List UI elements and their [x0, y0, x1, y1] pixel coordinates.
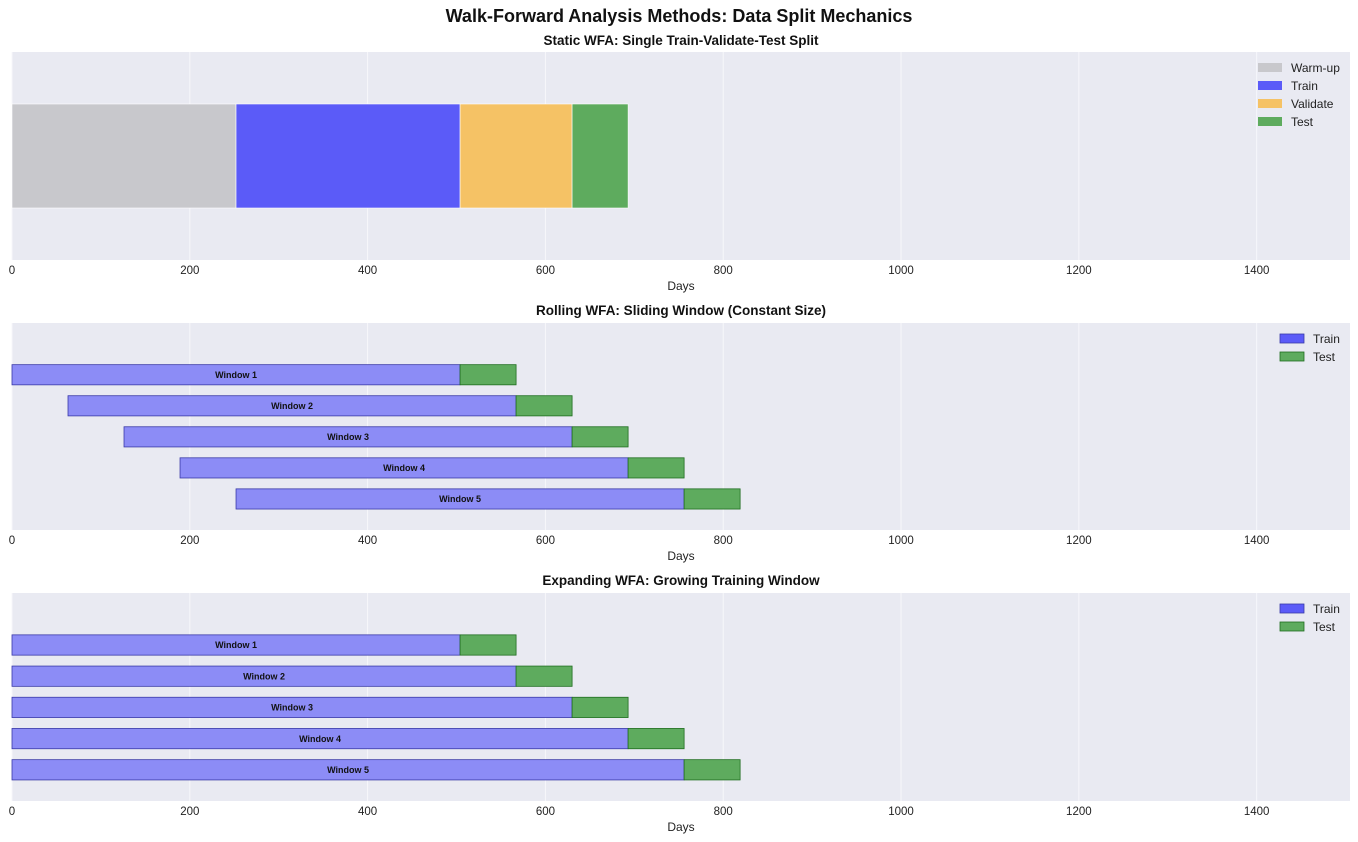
window-label: Window 1	[215, 640, 257, 650]
legend: Train Test	[1279, 602, 1340, 634]
window-label: Window 2	[243, 671, 285, 681]
x-tick-label: 1200	[1066, 265, 1092, 277]
legend-label: Train	[1313, 602, 1340, 616]
legend-label: Train	[1291, 79, 1318, 93]
test-bar-3	[571, 426, 629, 448]
window-label: Window 1	[215, 370, 257, 380]
x-tick-label: 1200	[1066, 806, 1092, 818]
legend-swatch-test	[1279, 621, 1305, 632]
x-axis-label: Days	[667, 549, 694, 563]
window-label: Window 4	[383, 463, 425, 473]
x-tick-label: 400	[358, 265, 377, 277]
panel-3: Expanding WFA: Growing Training Window Wi…	[9, 573, 1350, 834]
legend-swatch-train	[1279, 333, 1305, 344]
x-tick-label: 1000	[888, 535, 914, 547]
x-tick-label: 600	[536, 535, 555, 547]
segment-train	[235, 103, 461, 209]
test-bar-2	[515, 665, 573, 687]
x-tick-label: 1400	[1244, 265, 1270, 277]
x-tick-label: 200	[180, 535, 199, 547]
test-bar-1	[459, 364, 517, 386]
x-axis-label: Days	[667, 279, 694, 293]
legend-label: Validate	[1291, 97, 1334, 111]
legend: Warm-up Train Validate Test	[1258, 61, 1340, 129]
panel-title: Expanding WFA: Growing Training Window	[542, 573, 820, 588]
test-bar-2	[515, 395, 573, 417]
x-tick-label: 800	[714, 535, 733, 547]
legend-label: Test	[1291, 115, 1314, 129]
x-tick-label: 1400	[1244, 535, 1270, 547]
legend-label: Test	[1313, 350, 1336, 364]
legend-swatch-test	[1258, 117, 1282, 126]
legend-label: Warm-up	[1291, 61, 1340, 75]
panel-2: Rolling WFA: Sliding Window (Constant Si…	[9, 303, 1350, 563]
x-tick-label: 200	[180, 806, 199, 818]
window-label: Window 4	[299, 734, 341, 744]
segment-warm-up	[11, 103, 237, 209]
test-bar-5	[683, 488, 741, 510]
x-tick-label: 0	[9, 535, 15, 547]
x-tick-label: 1400	[1244, 806, 1270, 818]
test-bar-3	[571, 696, 629, 718]
panel-title: Rolling WFA: Sliding Window (Constant Si…	[536, 303, 826, 318]
panel-title: Static WFA: Single Train-Validate-Test S…	[543, 33, 819, 48]
x-tick-label: 600	[536, 265, 555, 277]
x-tick-label: 400	[358, 806, 377, 818]
legend-swatch-validate	[1258, 99, 1282, 108]
test-bar-4	[627, 457, 685, 479]
window-label: Window 2	[271, 401, 313, 411]
segment-validate	[459, 103, 573, 209]
x-tick-label: 400	[358, 535, 377, 547]
x-tick-label: 200	[180, 265, 199, 277]
x-tick-label: 600	[536, 806, 555, 818]
x-tick-label: 0	[9, 265, 15, 277]
test-bar-4	[627, 728, 685, 750]
test-bar-5	[683, 759, 741, 781]
window-label: Window 3	[271, 703, 313, 713]
panel-1: Static WFA: Single Train-Validate-Test S…	[9, 33, 1350, 293]
figure-title: Walk-Forward Analysis Methods: Data Spli…	[446, 6, 913, 26]
x-tick-label: 800	[714, 806, 733, 818]
test-bar-1	[459, 634, 517, 656]
segment-test	[571, 103, 629, 209]
x-tick-label: 800	[714, 265, 733, 277]
x-tick-label: 0	[9, 806, 15, 818]
legend-label: Train	[1313, 332, 1340, 346]
legend-swatch-test	[1279, 351, 1305, 362]
x-tick-label: 1200	[1066, 535, 1092, 547]
panels: Static WFA: Single Train-Validate-Test S…	[9, 33, 1350, 834]
window-label: Window 5	[327, 765, 369, 775]
legend-swatch-train	[1258, 81, 1282, 90]
x-axis-label: Days	[667, 820, 694, 834]
window-label: Window 5	[439, 494, 481, 504]
x-tick-label: 1000	[888, 265, 914, 277]
window-label: Window 3	[327, 432, 369, 442]
legend: Train Test	[1279, 332, 1340, 364]
legend-swatch-train	[1279, 603, 1305, 614]
legend-label: Test	[1313, 620, 1336, 634]
legend-swatch-warm-up	[1258, 63, 1282, 72]
x-tick-label: 1000	[888, 806, 914, 818]
